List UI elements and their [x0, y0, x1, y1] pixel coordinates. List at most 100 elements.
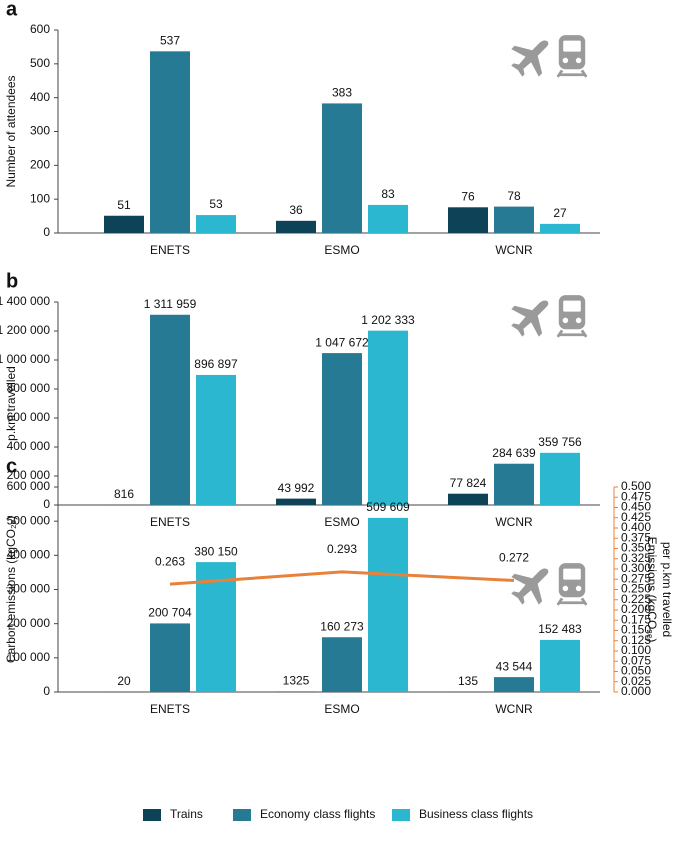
bar — [276, 220, 316, 233]
value-label: 135 — [458, 674, 478, 688]
bar — [494, 677, 534, 692]
y-tick-label: 300 000 — [7, 582, 51, 596]
y2-tick-label: 0.025 — [621, 674, 651, 688]
legend-label: Economy class flights — [260, 807, 375, 821]
value-label: 77 824 — [450, 476, 487, 490]
y-tick-label: 200 000 — [7, 468, 51, 482]
bar — [322, 103, 362, 233]
bar — [150, 314, 190, 505]
y2-tick-label: 0.075 — [621, 653, 651, 667]
y2-tick-label: 0.275 — [621, 571, 651, 585]
x-tick-label: ENETS — [150, 243, 190, 257]
y-tick-label: 1 200 000 — [0, 323, 50, 337]
y-tick-label: 500 000 — [7, 513, 51, 527]
bar — [196, 374, 236, 505]
x-tick-label: WCNR — [495, 515, 533, 529]
line-value-label: 0.272 — [499, 551, 529, 565]
train-icon — [556, 562, 588, 606]
plane-icon — [511, 40, 549, 77]
line-value-label: 0.293 — [327, 542, 357, 556]
x-tick-label: ENETS — [150, 702, 190, 716]
bar — [196, 562, 236, 692]
y2-axis-label: per p.km travelled — [660, 542, 674, 637]
bar — [150, 51, 190, 233]
y-tick-label: 600 000 — [7, 479, 51, 493]
y2-tick-label: 0.150 — [621, 623, 651, 637]
y2-tick-label: 0.225 — [621, 592, 651, 606]
value-label: 359 756 — [538, 435, 582, 449]
y2-tick-label: 0.175 — [621, 612, 651, 626]
value-label: 1325 — [283, 674, 310, 688]
y2-tick-label: 0.125 — [621, 633, 651, 647]
legend-swatch — [143, 809, 161, 821]
y-tick-label: 600 — [30, 22, 50, 36]
value-label: 284 639 — [492, 446, 536, 460]
train-icon — [556, 294, 588, 338]
y-tick-label: 400 000 — [7, 548, 51, 562]
legend-label: Business class flights — [419, 807, 533, 821]
y-tick-label: 400 — [30, 90, 50, 104]
bar — [368, 330, 408, 505]
value-label: 509 609 — [366, 500, 410, 514]
y2-tick-label: 0.450 — [621, 500, 651, 514]
value-label: 51 — [117, 198, 131, 212]
y-tick-label: 0 — [43, 684, 50, 698]
bar — [448, 207, 488, 233]
y2-tick-label: 0.200 — [621, 602, 651, 616]
value-label: 537 — [160, 33, 180, 47]
bar — [322, 637, 362, 692]
value-label: 20 — [117, 674, 131, 688]
value-label: 152 483 — [538, 622, 582, 636]
y-tick-label: 600 000 — [7, 410, 51, 424]
value-label: 43 992 — [278, 481, 315, 495]
value-label: 53 — [209, 197, 223, 211]
train-icon — [556, 34, 588, 78]
y2-tick-label: 0.000 — [621, 684, 651, 698]
y-tick-label: 100 000 — [7, 650, 51, 664]
panel-label: c — [6, 455, 17, 477]
plane-icon — [511, 568, 549, 605]
value-label: 380 150 — [194, 544, 238, 558]
bar — [540, 452, 580, 505]
panel-label: b — [6, 270, 18, 292]
x-tick-label: ESMO — [324, 243, 359, 257]
plane-icon — [511, 300, 549, 337]
y2-axis-label: Emissions (kgCO₂ₑ) — [645, 537, 659, 643]
bar — [104, 215, 144, 233]
legend-label: Trains — [170, 807, 203, 821]
y2-tick-label: 0.325 — [621, 551, 651, 565]
x-tick-label: WCNR — [495, 243, 533, 257]
y-axis-label: Number of attendees — [4, 75, 18, 187]
bar — [276, 498, 316, 505]
y-tick-label: 1 400 000 — [0, 294, 50, 308]
y-tick-label: 800 000 — [7, 381, 51, 395]
bar — [448, 493, 488, 505]
y-tick-label: 500 — [30, 56, 50, 70]
panel-label: a — [6, 0, 18, 20]
y2-tick-label: 0.375 — [621, 530, 651, 544]
y-tick-label: 200 000 — [7, 616, 51, 630]
value-label: 896 897 — [194, 357, 238, 371]
y2-tick-label: 0.300 — [621, 561, 651, 575]
value-label: 816 — [114, 487, 134, 501]
value-label: 160 273 — [320, 619, 364, 633]
y2-tick-label: 0.050 — [621, 664, 651, 678]
legend-swatch — [392, 809, 410, 821]
value-label: 27 — [553, 206, 567, 220]
y-tick-label: 100 — [30, 191, 50, 205]
bar — [322, 353, 362, 505]
value-label: 1 311 959 — [144, 297, 197, 311]
bar — [196, 215, 236, 233]
legend-swatch — [233, 809, 251, 821]
value-label: 200 704 — [148, 606, 192, 620]
value-label: 1 202 333 — [361, 313, 415, 327]
y2-tick-label: 0.100 — [621, 643, 651, 657]
y-axis-label: Carbon emissions (kgCO₂ₑ) — [4, 516, 18, 663]
value-label: 78 — [507, 189, 521, 203]
x-tick-label: ENETS — [150, 515, 190, 529]
y2-tick-label: 0.475 — [621, 489, 651, 503]
bar — [368, 204, 408, 233]
y-axis-label: p.km travelled — [4, 366, 18, 441]
y2-tick-label: 0.500 — [621, 479, 651, 493]
